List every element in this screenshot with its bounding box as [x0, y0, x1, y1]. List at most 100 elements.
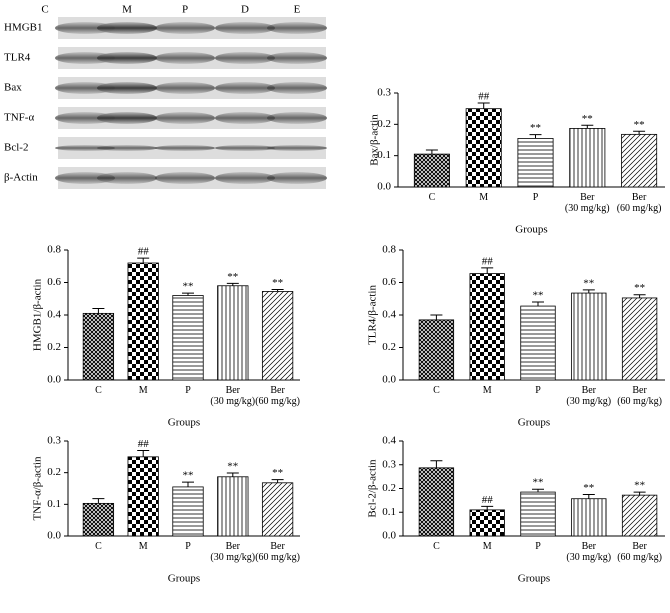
blot-band [267, 82, 327, 94]
error-bar [226, 282, 239, 286]
blot-band [215, 172, 275, 184]
y-tick-label: 0.2 [382, 482, 396, 494]
bar [569, 128, 606, 188]
x-tick-label-box: P [185, 385, 191, 396]
x-tick-label-box: Ber (30 mg/kg) [565, 192, 610, 214]
y-tick-label: 0.6 [382, 276, 396, 288]
x-tick-label-box: M [138, 385, 148, 396]
blot-band [97, 112, 157, 124]
significance-marker: ** [583, 277, 594, 289]
x-tick-label-box: M [482, 385, 492, 396]
y-tick-label: 0.1 [47, 498, 61, 510]
significance-marker: ## [482, 494, 494, 506]
x-tick-label: Ber (30 mg/kg) [210, 385, 256, 407]
bar [172, 486, 204, 537]
x-tick-label-box: P [185, 541, 191, 552]
x-tick-label-box: C [433, 385, 440, 396]
x-tick-label-box: C [95, 541, 102, 552]
x-tick-label: Ber (30 mg/kg) [210, 541, 256, 563]
significance-marker: ** [533, 477, 544, 489]
x-tick-label-box: C [95, 385, 102, 396]
x-tick-label-box: P [535, 385, 541, 396]
bar [82, 312, 115, 381]
bar [418, 319, 455, 381]
significance-marker: ** [634, 119, 645, 131]
bar [469, 273, 505, 381]
y-tick-label: 0.0 [382, 374, 396, 386]
x-tick-label: C [433, 385, 440, 396]
y-tick-label: 0.2 [377, 118, 391, 130]
bar [621, 297, 658, 381]
lane-label: C [41, 4, 48, 16]
error-bar [226, 472, 239, 477]
x-tick-label: M [482, 385, 492, 396]
x-tick-label-box: M [138, 541, 148, 552]
y-tick-label: 0.4 [382, 435, 396, 447]
y-tick-label: 0.0 [377, 181, 391, 193]
blot-band [155, 172, 215, 184]
significance-marker: ## [478, 91, 490, 103]
x-tick-label: P [535, 541, 541, 552]
blot-band [215, 22, 275, 34]
bar [413, 153, 450, 188]
blot-band [215, 82, 275, 94]
x-tick-label: Ber (30 mg/kg) [566, 385, 612, 407]
bar [517, 138, 554, 188]
significance-marker: ** [582, 113, 593, 125]
error-bar [532, 488, 544, 493]
blot-band [215, 52, 275, 64]
blot-band [267, 22, 327, 34]
x-tick-label: M [138, 541, 148, 552]
significance-marker: ** [634, 480, 645, 492]
y-tick-label: 0.1 [382, 506, 396, 518]
x-tick-label-box: Ber (60 mg/kg) [255, 385, 300, 407]
x-axis-label: Groups [518, 573, 550, 585]
y-tick-label: 0.2 [382, 341, 396, 353]
x-tick-label: C [433, 541, 440, 552]
x-tick-label: C [428, 192, 436, 203]
y-tick-label: 0.3 [382, 458, 396, 470]
x-tick-label-box: Ber (60 mg/kg) [617, 385, 662, 407]
error-bar [425, 149, 438, 155]
blot-band [55, 145, 115, 151]
x-tick-label: P [185, 385, 191, 396]
x-tick-label-box: Ber (30 mg/kg) [210, 541, 256, 563]
significance-marker: ** [530, 122, 541, 134]
x-tick-label: M [138, 385, 148, 396]
error-bar [271, 479, 284, 483]
x-axis-label: Groups [518, 417, 550, 429]
error-bar [137, 257, 150, 263]
blot-band [55, 172, 115, 184]
significance-marker: ** [634, 282, 645, 294]
significance-marker: ** [183, 470, 194, 482]
blot-band [155, 52, 215, 64]
x-tick-label: Ber (60 mg/kg) [617, 385, 662, 407]
x-tick-label: Ber (60 mg/kg) [255, 385, 300, 407]
significance-marker: ** [272, 467, 283, 479]
x-axis-label: Groups [168, 417, 200, 429]
x-tick-label: P [532, 192, 539, 203]
bar [520, 305, 556, 381]
x-axis-label: Groups [515, 224, 547, 236]
blot-band [155, 145, 215, 151]
significance-marker: ** [272, 277, 283, 289]
significance-marker: ** [183, 281, 194, 293]
bar [261, 291, 294, 381]
blot-band [97, 52, 157, 64]
error-bar [633, 130, 646, 135]
y-tick-label: 0.4 [382, 309, 396, 321]
row-label: Bcl-2 [4, 142, 28, 154]
bar [571, 498, 607, 537]
x-tick-label-box: Ber (60 mg/kg) [617, 192, 662, 214]
x-tick-label: C [95, 385, 102, 396]
error-bar [633, 294, 646, 298]
x-tick-label-box: Ber (60 mg/kg) [255, 541, 300, 563]
significance-marker: ** [583, 482, 594, 494]
bar [261, 482, 294, 537]
significance-marker: ## [138, 438, 150, 450]
blot-band [55, 52, 115, 64]
y-tick-label: 0.8 [47, 244, 61, 256]
x-tick-label-box: Ber (30 mg/kg) [566, 541, 611, 563]
blot-band [155, 22, 215, 34]
